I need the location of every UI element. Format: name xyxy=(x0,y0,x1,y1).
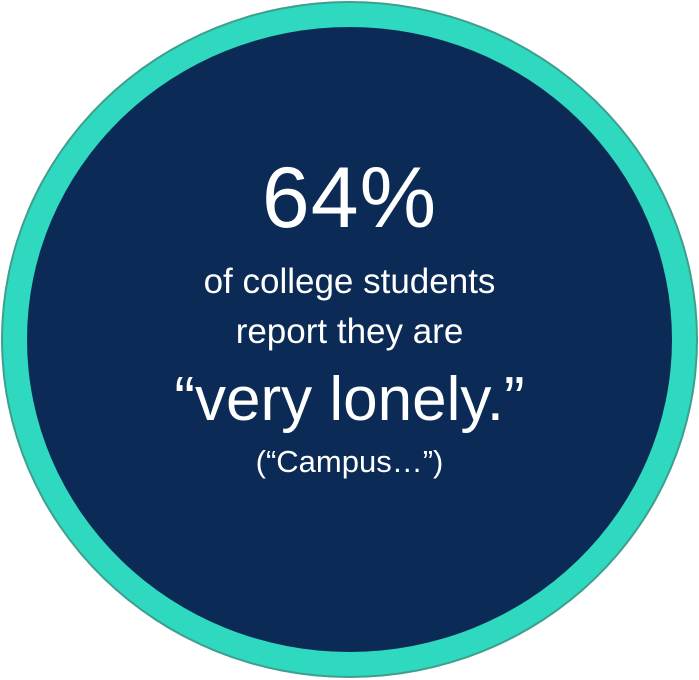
badge-circle xyxy=(27,27,672,652)
stat-source: (“Campus…”) xyxy=(255,444,444,479)
stat-quote: “very lonely.” xyxy=(174,365,525,434)
stat-value: 64% xyxy=(261,150,438,246)
stat-description-line-2: report they are xyxy=(235,312,464,351)
stat-description-line-1: of college students xyxy=(203,262,496,301)
